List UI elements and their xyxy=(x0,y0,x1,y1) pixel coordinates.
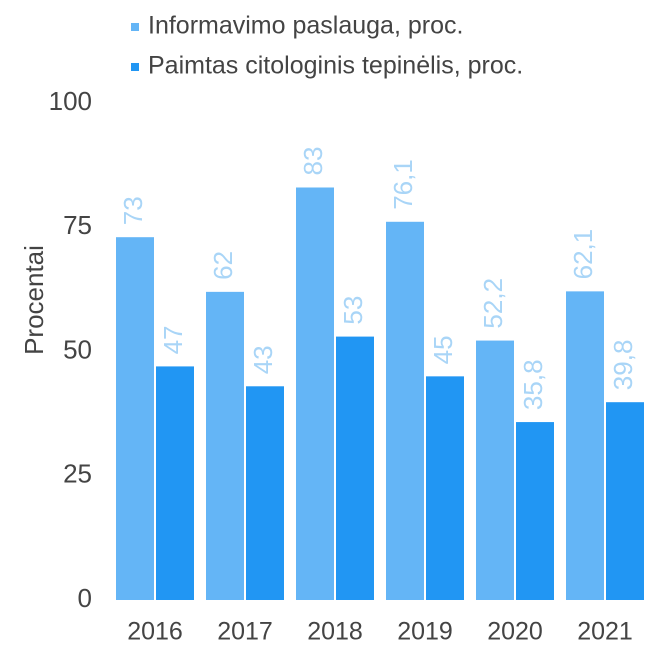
bar xyxy=(116,237,154,600)
data-label: 62,1 xyxy=(568,229,598,280)
data-label: 73 xyxy=(118,196,148,225)
bar xyxy=(296,187,334,601)
y-axis-label: Procentai xyxy=(19,245,49,355)
data-label: 43 xyxy=(248,345,278,374)
bar xyxy=(156,366,194,600)
bar xyxy=(246,386,284,600)
data-label: 76,1 xyxy=(388,159,418,210)
data-label: 39,8 xyxy=(608,340,638,391)
data-label: 45 xyxy=(428,335,458,364)
y-tick-label: 100 xyxy=(49,86,92,116)
bar xyxy=(476,340,514,600)
x-tick-label: 2019 xyxy=(397,618,453,646)
data-label: 83 xyxy=(298,147,328,176)
bar xyxy=(566,291,604,600)
x-tick-label: 2020 xyxy=(487,618,543,646)
y-tick-label: 50 xyxy=(63,334,92,364)
y-tick-label: 25 xyxy=(63,459,92,489)
data-label: 47 xyxy=(158,325,188,354)
y-tick-label: 75 xyxy=(63,210,92,240)
bar xyxy=(516,422,554,600)
legend-marker xyxy=(131,63,139,71)
legend-marker xyxy=(131,23,139,31)
bar xyxy=(336,336,374,600)
data-label: 53 xyxy=(338,296,368,325)
x-tick-label: 2017 xyxy=(217,618,273,646)
x-tick-label: 2018 xyxy=(307,618,363,646)
x-tick-label: 2021 xyxy=(577,618,633,646)
bar xyxy=(386,221,424,600)
bar xyxy=(426,376,464,600)
data-label: 62 xyxy=(208,251,238,280)
bar xyxy=(206,291,244,600)
legend-label: Informavimo paslauga, proc. xyxy=(148,12,463,40)
data-label: 52,2 xyxy=(478,278,508,329)
bar xyxy=(606,402,644,600)
legend-label: Paimtas citologinis tepinėlis, proc. xyxy=(148,52,523,80)
x-tick-label: 2016 xyxy=(127,618,183,646)
data-label: 35,8 xyxy=(518,359,548,410)
y-tick-label: 0 xyxy=(78,583,92,613)
